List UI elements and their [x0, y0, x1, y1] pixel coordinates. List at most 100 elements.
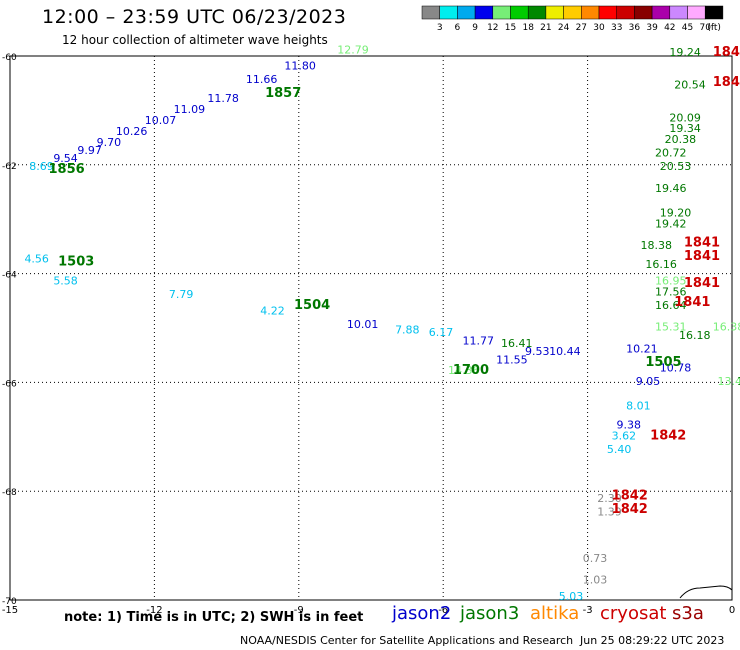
x-tick-label: -3: [583, 605, 593, 616]
colorbar-swatch: [421, 5, 440, 20]
colorbar-swatch: [581, 5, 600, 20]
data-point-label: 15.56: [737, 375, 740, 388]
data-point-label: 4.56: [24, 253, 49, 266]
x-tick-label: -15: [2, 605, 18, 616]
y-tick-label: -60: [2, 53, 17, 63]
colorbar-tick-label: 15: [505, 23, 516, 33]
colorbar-swatch: [492, 5, 511, 20]
data-point-label: 5.03: [559, 590, 584, 603]
data-point-label: 1.39: [597, 506, 622, 519]
legend-jason3: jason3: [460, 603, 520, 624]
legend-altika: altika: [530, 603, 580, 624]
data-point-label: 16.41: [501, 337, 532, 350]
data-point-label: 2.30: [597, 492, 622, 505]
colorbar-swatch: [563, 5, 582, 20]
colorbar-swatch: [457, 5, 476, 20]
pass-time-label: 1856: [49, 162, 85, 177]
data-point-label: 20.53: [660, 160, 692, 173]
colorbar-swatch: [545, 5, 564, 20]
data-point-label: 15.31: [655, 321, 687, 334]
data-point-label: 19.20: [660, 206, 692, 219]
data-point-label: 11.09: [174, 103, 206, 116]
generated-time: Jun 25 08:29:22 UTC 2023: [580, 634, 725, 647]
colorbar-tick-label: 70: [699, 23, 711, 33]
pass-time-label: 1841: [684, 276, 720, 291]
colorbar-swatch: [669, 5, 688, 20]
pass-time-label: 1841: [684, 249, 720, 264]
data-point-label: 16.95: [655, 274, 687, 287]
colorbar-unit: (ft): [707, 23, 721, 33]
data-point-label: 10.01: [347, 318, 379, 331]
data-point-label: 13.46: [718, 375, 740, 388]
colorbar-tick-label: 42: [664, 23, 675, 33]
data-point-label: 11.78: [207, 92, 239, 105]
data-point-label: 9.05: [636, 375, 661, 388]
plot-frame: [9, 55, 733, 601]
colorbar-tick-label: 24: [558, 23, 570, 33]
pass-time-label: 1842: [612, 502, 648, 517]
data-point-label: 3.62: [612, 430, 637, 443]
data-point-label: 11.77: [462, 334, 494, 347]
data-point-label: 19.24: [669, 46, 701, 59]
data-point-label: 20.38: [665, 133, 697, 146]
data-point-label: 4.22: [260, 304, 285, 317]
pass-time-label: 1842: [650, 429, 686, 444]
data-point-label: 7.79: [169, 288, 194, 301]
pass-time-label: 1505: [645, 355, 681, 370]
colorbar-swatch: [634, 5, 653, 20]
pass-time-label: 1700: [453, 363, 489, 378]
colorbar-swatch: [510, 5, 529, 20]
data-point-label: 6.17: [429, 326, 454, 339]
colorbar-tick-label: 3: [437, 23, 443, 33]
data-point-label: 11.55: [496, 353, 528, 366]
legend-cryosat: cryosat: [600, 603, 667, 624]
chart-title: 12:00 – 23:59 UTC 06/23/2023: [42, 6, 347, 28]
coastline: [679, 585, 733, 599]
data-point-label: 9.38: [616, 419, 641, 432]
data-point-label: 11.66: [246, 73, 278, 86]
colorbar-tick-label: 45: [682, 23, 693, 33]
colorbar-tick-label: 30: [593, 23, 605, 33]
pass-time-label: 184: [713, 45, 740, 60]
y-tick-label: -62: [2, 162, 17, 172]
pass-time-label: 1841: [684, 235, 720, 250]
x-tick-label: -9: [294, 605, 304, 616]
data-point-label: 9.70: [97, 136, 122, 149]
data-point-label: 1.03: [583, 574, 608, 587]
colorbar-swatch: [651, 5, 671, 20]
data-point-label: 8.01: [626, 400, 651, 413]
data-point-label: 19.42: [655, 217, 687, 230]
colorbar-tick-label: 33: [611, 23, 622, 33]
data-point-label: 10.21: [626, 342, 658, 355]
y-tick-label: -68: [2, 488, 17, 498]
pass-time-label: 1503: [58, 254, 94, 269]
colorbar-swatch: [527, 5, 547, 20]
pass-time-label: 1842: [612, 488, 648, 503]
pass-time-label: 1840: [713, 75, 740, 90]
colorbar-tick-label: 9: [472, 23, 478, 33]
data-point-label: 10.07: [145, 114, 177, 127]
colorbar-tick-label: 21: [540, 23, 551, 33]
data-point-label: 16.16: [645, 258, 677, 271]
data-point-label: 10.78: [660, 362, 692, 375]
data-point-label: 12.79: [337, 43, 369, 56]
colorbar-tick-label: 39: [646, 23, 658, 33]
pass-time-label: 1504: [294, 298, 330, 313]
data-point-label: 18.38: [641, 239, 673, 252]
data-point-label: 0.73: [583, 552, 608, 565]
colorbar-swatch: [616, 5, 635, 20]
colorbar-tick-label: 27: [576, 23, 587, 33]
colorbar-swatch: [687, 5, 706, 20]
x-tick-label: 0: [729, 605, 735, 616]
data-point-label: 14.36: [448, 364, 480, 377]
colorbar-tick-label: 36: [629, 23, 641, 33]
colorbar-swatch: [704, 5, 724, 20]
colorbar-swatch: [439, 5, 458, 20]
footer-note: note: 1) Time is in UTC; 2) SWH is in fe…: [64, 610, 364, 625]
data-point-label: 17.56: [655, 285, 687, 298]
data-point-label: 9.97: [77, 144, 102, 157]
data-point-label: 19.46: [655, 182, 687, 195]
data-point-label: 20.54: [674, 79, 706, 92]
colorbar-swatch: [598, 5, 617, 20]
